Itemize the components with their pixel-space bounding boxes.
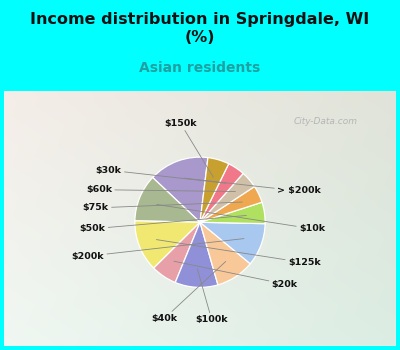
Text: $10k: $10k xyxy=(157,204,325,233)
Text: > $200k: > $200k xyxy=(184,178,321,196)
Wedge shape xyxy=(200,222,250,285)
Text: $125k: $125k xyxy=(156,240,320,267)
Text: $75k: $75k xyxy=(83,202,242,212)
Wedge shape xyxy=(135,177,200,222)
Text: City-Data.com: City-Data.com xyxy=(294,117,358,126)
Wedge shape xyxy=(153,157,208,222)
Wedge shape xyxy=(200,174,254,222)
Text: $30k: $30k xyxy=(96,166,226,183)
Wedge shape xyxy=(200,187,262,222)
Wedge shape xyxy=(200,222,265,264)
Text: Asian residents: Asian residents xyxy=(139,61,261,75)
Wedge shape xyxy=(200,202,265,224)
Wedge shape xyxy=(154,222,200,282)
Text: $20k: $20k xyxy=(174,261,298,289)
Wedge shape xyxy=(175,222,218,287)
Text: $100k: $100k xyxy=(196,269,228,324)
Wedge shape xyxy=(200,164,243,222)
Text: $50k: $50k xyxy=(80,216,246,233)
Wedge shape xyxy=(200,158,229,222)
Text: $150k: $150k xyxy=(164,119,213,177)
Text: $60k: $60k xyxy=(86,185,236,194)
Text: Income distribution in Springdale, WI
(%): Income distribution in Springdale, WI (%… xyxy=(30,12,370,45)
Text: $200k: $200k xyxy=(72,239,244,261)
Text: $40k: $40k xyxy=(151,261,226,323)
Wedge shape xyxy=(135,221,200,268)
